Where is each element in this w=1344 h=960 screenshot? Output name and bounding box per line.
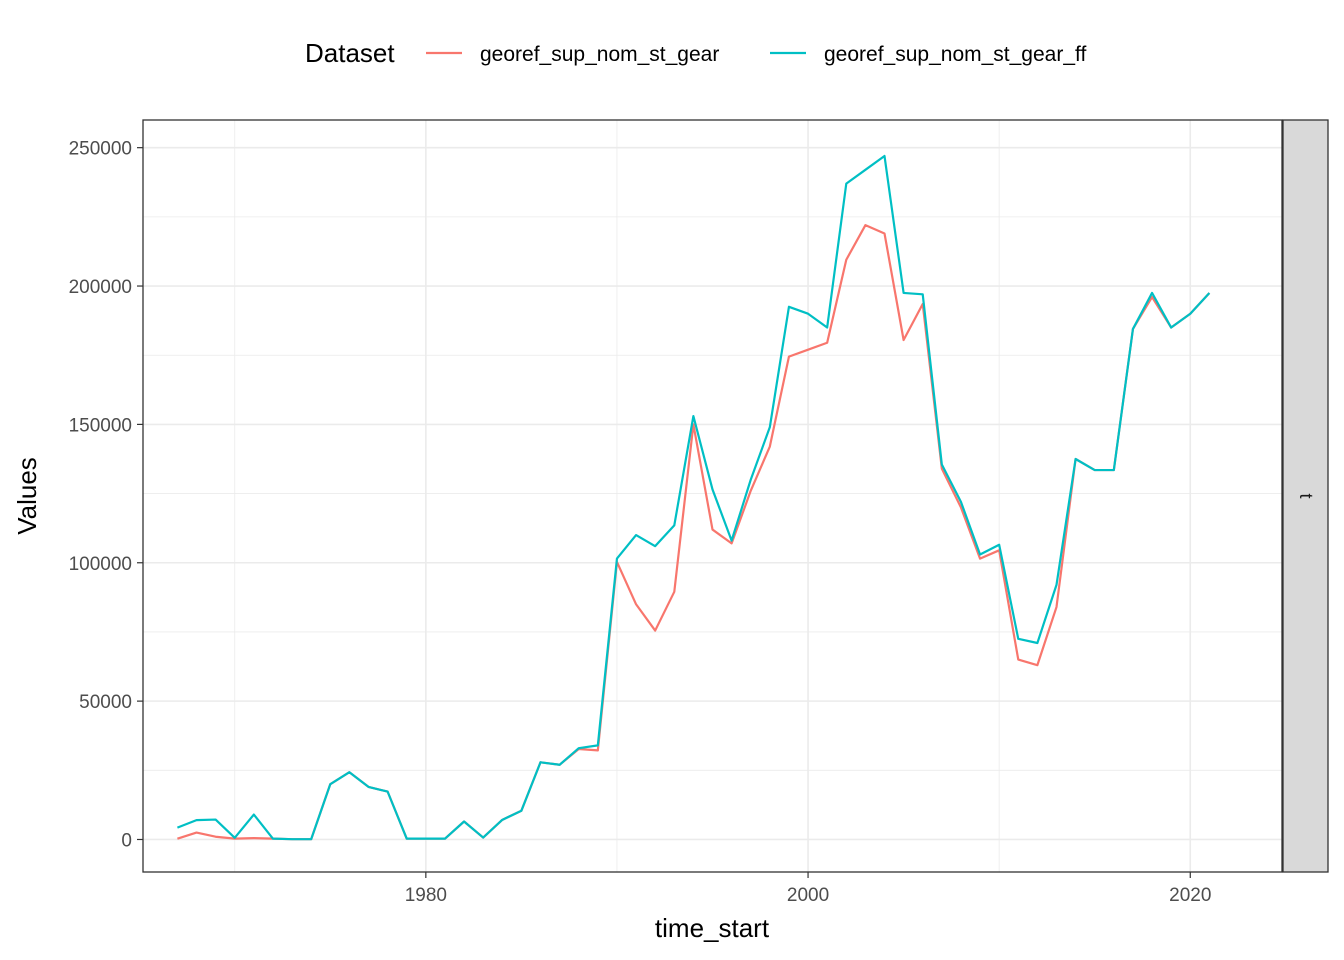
facet-strip-box [1282,119,1329,873]
panel-border [142,119,1283,873]
y-tick-label: 200000 [69,277,132,298]
legend: Dataset georef_sup_nom_st_gear georef_su… [305,38,1086,68]
minor-gridlines [143,120,1282,872]
y-tick-label: 0 [121,830,132,851]
y-tick-label: 250000 [69,139,132,160]
facet-strip: t [1282,119,1329,873]
x-tick-label: 1980 [405,885,447,906]
major-gridlines [143,120,1282,872]
y-axis-title: Values [12,457,42,535]
legend-label-series-2: georef_sup_nom_st_gear_ff [824,43,1086,66]
series-line-2 [176,154,1211,841]
plot-panel [142,119,1283,873]
x-tick-label: 2000 [787,885,829,906]
x-axis-title: time_start [655,913,770,943]
x-tick-label: 2020 [1169,885,1211,906]
panel-background [143,120,1282,872]
legend-label-series-1: georef_sup_nom_st_gear [480,43,719,66]
facet-strip-label: t [1296,493,1316,498]
y-tick-label: 50000 [79,692,132,713]
y-axis: 0 50000 100000 150000 200000 250000 [69,139,143,851]
x-axis: 1980 2000 2020 [405,872,1211,906]
series-layer [176,154,1211,841]
legend-title: Dataset [305,38,395,68]
y-tick-label: 150000 [69,415,132,436]
y-tick-label: 100000 [69,554,132,575]
